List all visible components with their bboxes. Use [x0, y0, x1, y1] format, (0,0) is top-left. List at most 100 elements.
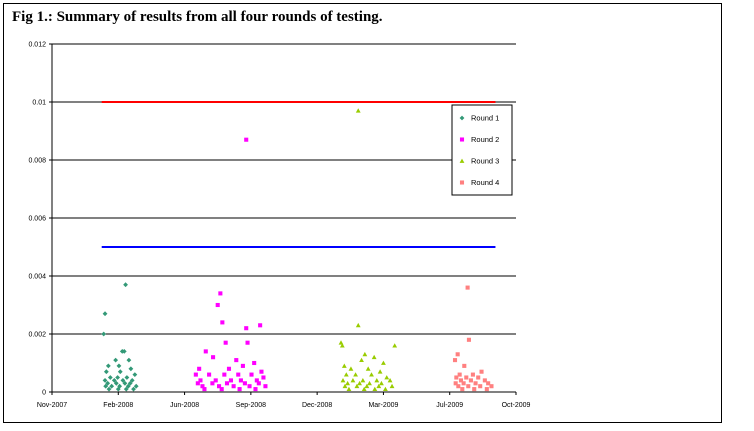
data-point-round-3 [379, 380, 384, 386]
data-point-round-1 [116, 363, 122, 369]
data-point-round-2 [242, 381, 247, 386]
data-point-round-2 [197, 366, 202, 371]
data-point-round-2 [263, 384, 268, 389]
data-point-round-4 [452, 358, 458, 363]
data-point-round-2 [202, 387, 207, 392]
data-point-round-4 [461, 381, 466, 386]
data-point-round-2 [200, 384, 205, 389]
data-point-round-3 [374, 378, 380, 383]
data-point-round-4 [486, 381, 491, 386]
data-point-round-3 [376, 383, 382, 389]
y-tick-label: 0.01 [32, 100, 46, 107]
data-point-round-4 [466, 337, 471, 342]
legend-marker [459, 180, 465, 185]
data-point-round-3 [353, 372, 358, 377]
data-point-round-3 [342, 383, 348, 389]
data-point-round-4 [473, 381, 478, 386]
legend-marker [459, 158, 465, 163]
x-tick-label: Jul-2009 [436, 402, 463, 409]
data-point-round-1 [123, 282, 128, 288]
data-point-round-3 [339, 343, 345, 348]
data-point-round-2 [219, 387, 224, 392]
data-point-round-4 [468, 378, 473, 383]
data-point-round-2 [203, 349, 208, 354]
data-point-round-3 [367, 380, 372, 386]
data-point-round-1 [129, 378, 135, 383]
data-point-round-3 [369, 372, 374, 377]
data-point-round-4 [489, 384, 494, 389]
data-point-round-1 [125, 383, 131, 389]
data-point-round-1 [111, 378, 117, 383]
data-point-round-3 [384, 375, 390, 380]
data-point-round-1 [122, 380, 128, 386]
legend: Round 1 Round 2 Round 3 Round 4 [451, 104, 513, 196]
data-point-round-2 [237, 387, 242, 392]
data-point-round-2 [244, 326, 249, 331]
legend-marker [459, 115, 465, 121]
data-point-round-2 [240, 363, 245, 368]
data-point-round-1 [121, 349, 127, 354]
data-point-round-4 [462, 363, 467, 368]
data-point-round-2 [226, 366, 232, 371]
data-point-round-4 [482, 378, 487, 383]
data-point-round-3 [348, 366, 354, 371]
data-point-round-2 [218, 291, 223, 296]
data-point-round-2 [222, 372, 227, 377]
data-point-round-4 [455, 352, 460, 357]
reference-lines [101, 101, 496, 248]
y-tick-label: 0 [42, 390, 46, 397]
data-point-round-1 [115, 386, 121, 392]
legend-marker [459, 137, 465, 142]
data-point-round-1 [103, 383, 109, 389]
data-point-round-2 [234, 358, 239, 363]
x-tick-label: Mar-2009 [368, 402, 398, 409]
data-points [101, 108, 494, 392]
data-point-round-4 [484, 387, 489, 392]
data-point-round-1 [105, 363, 111, 369]
legend-label: Round 2 [471, 135, 499, 144]
data-point-round-2 [253, 387, 258, 392]
data-point-round-4 [470, 372, 475, 377]
data-point-round-1 [101, 331, 107, 337]
data-point-round-3 [345, 380, 351, 386]
data-point-round-2 [211, 355, 216, 360]
chart-title: Fig 1.: Summary of results from all four… [12, 9, 383, 25]
data-point-round-1 [113, 357, 119, 363]
data-point-round-4 [456, 384, 461, 389]
data-point-round-3 [383, 386, 388, 392]
data-point-round-2 [249, 372, 254, 377]
x-tick-label: Nov-2007 [37, 402, 67, 409]
data-point-round-1 [133, 383, 139, 389]
x-tick-label: Jun-2008 [170, 402, 199, 409]
data-point-round-1 [103, 369, 109, 375]
data-point-round-3 [387, 378, 393, 383]
data-point-round-1 [127, 380, 133, 386]
data-point-round-1 [102, 378, 108, 383]
data-point-round-3 [362, 351, 368, 357]
data-point-round-2 [236, 372, 241, 377]
data-point-round-1 [128, 366, 134, 372]
data-point-round-3 [350, 378, 356, 383]
data-point-round-3 [346, 386, 352, 392]
data-point-round-1 [109, 383, 115, 389]
data-point-round-1 [113, 380, 119, 386]
data-point-round-3 [365, 366, 371, 371]
data-point-round-2 [238, 378, 243, 383]
data-point-round-4 [454, 375, 459, 380]
data-point-round-2 [213, 378, 218, 383]
data-point-round-2 [231, 384, 236, 389]
data-point-round-2 [195, 381, 200, 386]
data-point-round-4 [476, 375, 481, 380]
data-point-round-1 [102, 311, 108, 317]
data-point-round-1 [106, 386, 112, 392]
data-point-round-4 [478, 384, 483, 389]
data-point-round-4 [457, 372, 462, 377]
x-tick-label: Feb-2008 [103, 402, 133, 409]
grid-layer [52, 43, 516, 335]
y-tick-label: 0.002 [28, 332, 46, 339]
data-point-round-2 [261, 375, 266, 380]
data-point-round-3 [357, 380, 362, 386]
y-tick-label: 0.008 [28, 158, 46, 165]
x-tick-label: Sep-2008 [236, 402, 266, 409]
data-point-round-3 [355, 322, 361, 328]
